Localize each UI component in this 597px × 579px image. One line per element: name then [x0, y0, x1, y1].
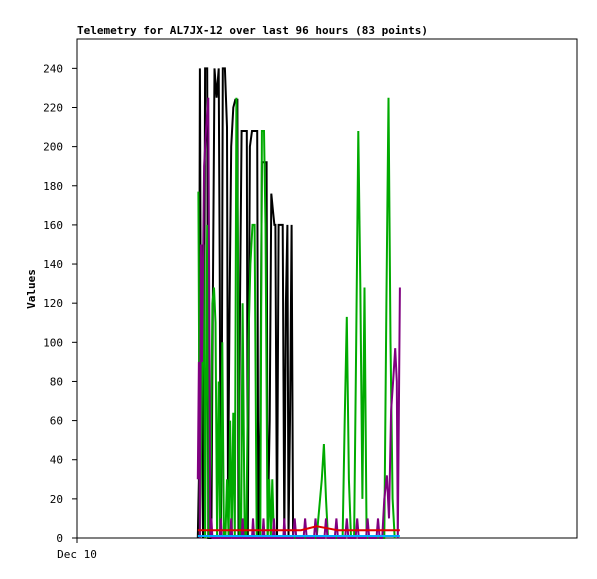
y-tick-label: 20 [50, 493, 63, 506]
y-tick-label: 160 [43, 219, 63, 232]
x-tick-label: Dec 10 [57, 548, 97, 561]
y-tick-label: 220 [43, 101, 63, 114]
y-tick-label: 100 [43, 336, 63, 349]
series-lines [196, 67, 401, 539]
y-tick-label: 80 [50, 375, 63, 388]
series-line-3 [196, 97, 401, 539]
y-tick-label: 60 [50, 415, 63, 428]
plot-frame [76, 38, 578, 539]
y-tick-label: 200 [43, 141, 63, 154]
y-axis: 0 20 40 60 80 100 120 140 160 180 200 220 240 [43, 62, 77, 545]
y-tick-label: 180 [43, 180, 63, 193]
y-tick-label: 240 [43, 62, 63, 75]
y-tick-label: 40 [50, 454, 63, 467]
series-line-4 [197, 525, 400, 532]
y-axis-label: Values [25, 269, 38, 309]
y-tick-label: 0 [56, 532, 63, 545]
chart-title: Telemetry for AL7JX-12 over last 96 hour… [77, 24, 428, 37]
y-tick-label: 120 [43, 297, 63, 310]
x-axis: Dec 10 [57, 538, 97, 561]
y-tick-label: 140 [43, 258, 63, 271]
